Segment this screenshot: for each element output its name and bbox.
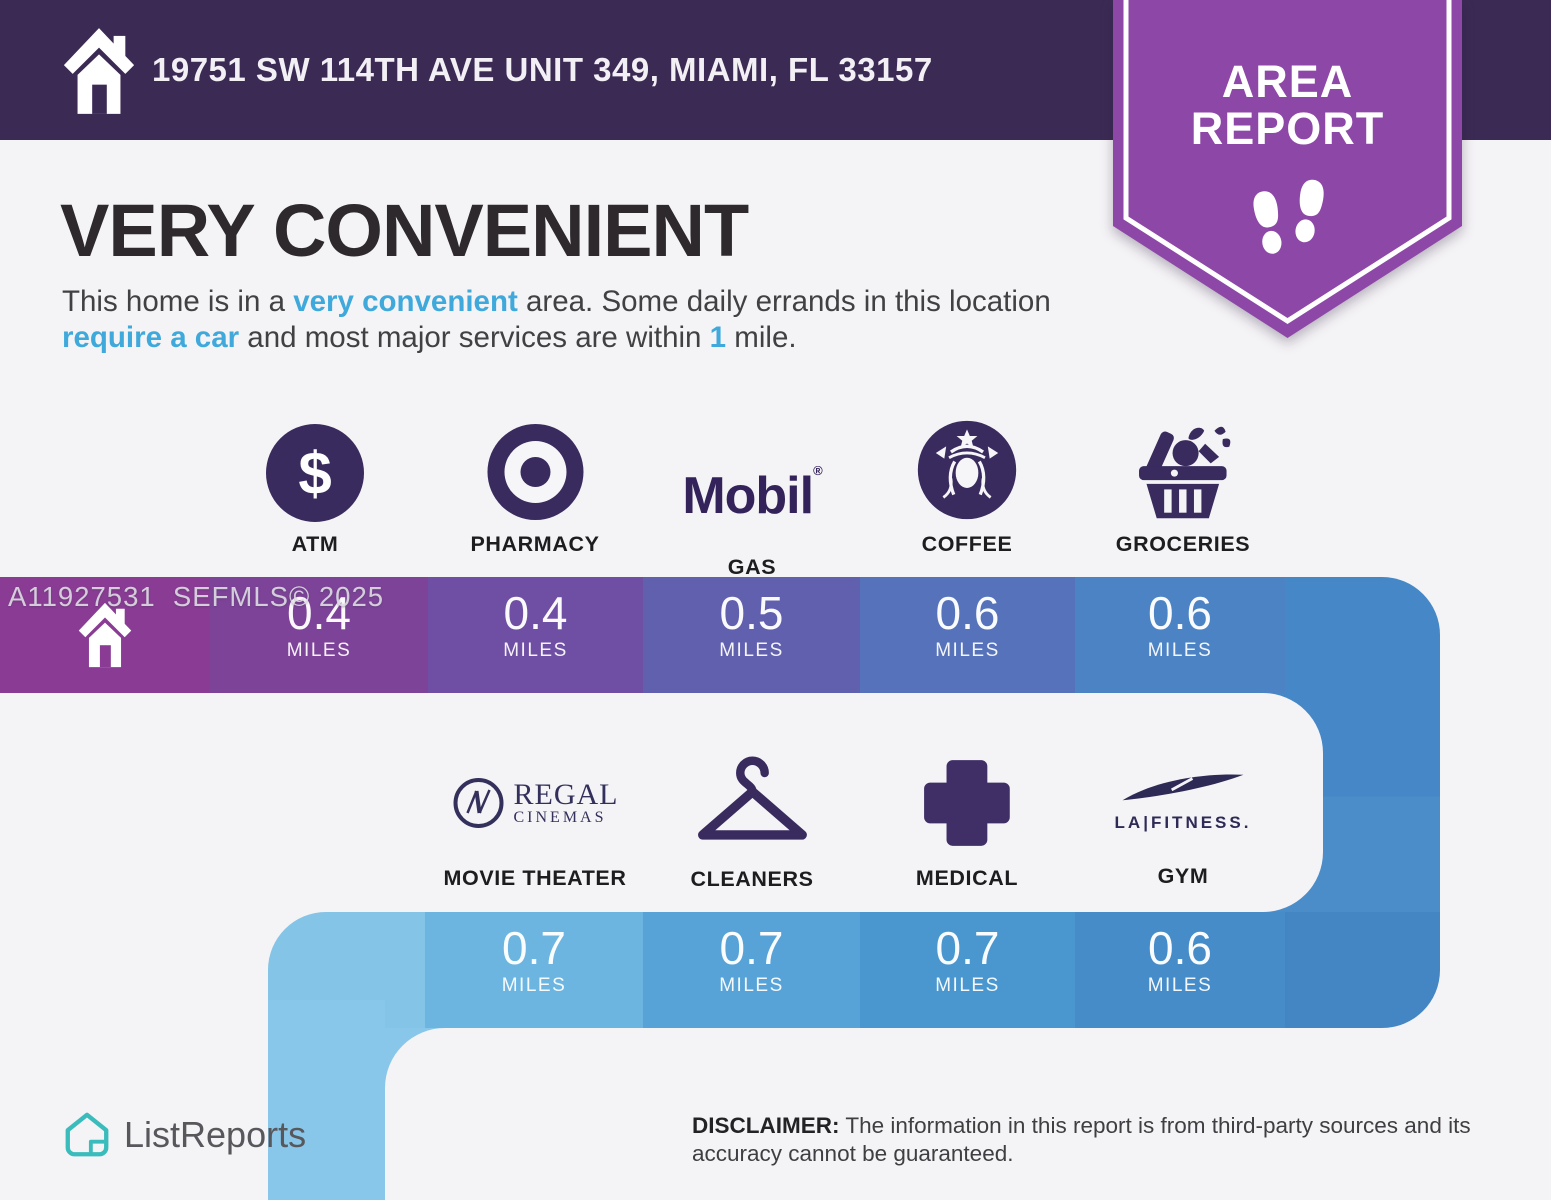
summary-text: This home is in a bbox=[62, 285, 294, 318]
mobil-logo: Mobil® bbox=[682, 463, 822, 525]
distance-unit: MILES bbox=[1147, 975, 1213, 996]
grocery-basket-icon bbox=[1139, 426, 1231, 519]
distance-value: 0.6 bbox=[935, 587, 1000, 639]
place-pharmacy: PHARMACY bbox=[470, 422, 599, 557]
distance-unit: MILES bbox=[501, 975, 567, 996]
footprints-icon bbox=[1230, 168, 1345, 288]
path-right-connector bbox=[1323, 693, 1440, 913]
place-atm: $ ATM bbox=[266, 424, 364, 557]
mls-watermark: A11927531 SEFMLS© 2025 bbox=[8, 581, 385, 612]
distance-band-row2: 0.7 MILES 0.7 MILES 0.7 MILES 0.6 MILES bbox=[268, 912, 1440, 1028]
distance-segment: 0.7 MILES bbox=[860, 912, 1075, 1028]
atm-dollar-icon: $ bbox=[266, 424, 364, 522]
place-label: GROCERIES bbox=[1115, 532, 1251, 556]
distance-unit: MILES bbox=[286, 640, 352, 661]
place-movie-theater: REGAL CINEMAS MOVIE THEATER bbox=[444, 768, 627, 891]
home-icon bbox=[60, 24, 138, 123]
place-label: GAS bbox=[727, 555, 777, 579]
place-label: ATM bbox=[291, 532, 339, 556]
distance-segment: 0.6 MILES bbox=[1075, 912, 1285, 1028]
distance-value: 0.7 bbox=[502, 922, 566, 974]
distance-unit: MILES bbox=[935, 640, 1000, 661]
property-address: 19751 SW 114TH AVE UNIT 349, MIAMI, FL 3… bbox=[152, 51, 933, 88]
summary-text: area. Some daily errands in this locatio… bbox=[517, 285, 1051, 318]
area-report-badge: AREA REPORT bbox=[1113, 0, 1462, 345]
distance-segment: 0.4 MILES bbox=[210, 577, 428, 693]
place-cleaners: CLEANERS bbox=[690, 755, 813, 892]
place-label: MEDICAL bbox=[915, 866, 1019, 890]
path-turn-segment bbox=[1285, 912, 1440, 1028]
place-groceries: GROCERIES bbox=[1116, 414, 1250, 557]
distance-segment: 0.5 MILES bbox=[643, 577, 860, 693]
path-left-descender bbox=[268, 1000, 385, 1200]
home-icon bbox=[78, 602, 132, 668]
la-fitness-wordmark: LA|FITNESS. bbox=[1114, 813, 1252, 832]
distance-segment: 0.6 MILES bbox=[860, 577, 1075, 693]
place-medical: MEDICAL bbox=[916, 752, 1018, 891]
highlight-very-convenient: very convenient bbox=[293, 285, 518, 318]
highlight-one-mile: 1 bbox=[709, 320, 727, 354]
path-inner-corner bbox=[1263, 693, 1323, 753]
path-inner-corner bbox=[1263, 852, 1323, 912]
distance-value: 0.4 bbox=[503, 587, 568, 639]
summary-text: and most major services are within bbox=[239, 320, 710, 354]
distance-value: 0.7 bbox=[935, 922, 1000, 974]
listreports-wordmark: ListReports bbox=[124, 1114, 307, 1155]
distance-value: 0.5 bbox=[719, 587, 784, 639]
hanger-icon bbox=[697, 756, 807, 840]
target-bullseye-icon bbox=[487, 424, 583, 520]
home-segment bbox=[0, 577, 210, 693]
summary-text: mile. bbox=[726, 320, 797, 354]
medical-cross-icon bbox=[924, 760, 1010, 846]
place-label: MOVIE THEATER bbox=[443, 866, 627, 890]
distance-unit: MILES bbox=[935, 975, 1000, 996]
dollar-symbol: $ bbox=[298, 439, 332, 507]
distance-value: 0.7 bbox=[719, 922, 784, 974]
place-label: CLEANERS bbox=[690, 867, 814, 891]
distance-segment: 0.7 MILES bbox=[425, 912, 643, 1028]
disclaimer: DISCLAIMER: The information in this repo… bbox=[692, 1112, 1492, 1168]
distance-segment: 0.6 MILES bbox=[1075, 577, 1285, 693]
listreports-logo-icon bbox=[65, 1112, 109, 1157]
badge-title: AREA REPORT bbox=[1190, 56, 1385, 154]
place-label: COFFEE bbox=[921, 532, 1013, 556]
distance-segment: 0.4 MILES bbox=[428, 577, 643, 693]
la-fitness-swoosh-icon bbox=[1122, 774, 1244, 801]
starbucks-siren-icon bbox=[917, 420, 1017, 520]
place-label: PHARMACY bbox=[470, 532, 600, 556]
distance-unit: MILES bbox=[719, 640, 784, 661]
distance-value: 0.4 bbox=[287, 587, 351, 639]
regal-cinemas-logo: REGAL CINEMAS bbox=[452, 768, 619, 838]
distance-value: 0.6 bbox=[1148, 587, 1212, 639]
cinemas-wordmark: CINEMAS bbox=[513, 809, 607, 826]
highlight-require-a-car: require a car bbox=[62, 320, 240, 354]
distance-value: 0.6 bbox=[1148, 922, 1212, 974]
distance-unit: MILES bbox=[1147, 640, 1213, 661]
listreports-brand: ListReports bbox=[62, 1110, 306, 1160]
regal-emblem-icon bbox=[453, 778, 504, 828]
distance-unit: MILES bbox=[719, 975, 784, 996]
place-label: GYM bbox=[1157, 864, 1209, 888]
la-fitness-logo: LA|FITNESS. bbox=[1113, 762, 1253, 842]
regal-wordmark: REGAL bbox=[513, 778, 619, 811]
place-gym: LA|FITNESS. GYM bbox=[1113, 762, 1253, 889]
distance-band-row1: 0.4 MILES 0.4 MILES 0.5 MILES 0.6 MILES … bbox=[0, 577, 1440, 693]
place-coffee: COFFEE bbox=[915, 418, 1019, 557]
disclaimer-label: DISCLAIMER: bbox=[692, 1113, 840, 1138]
disclaimer-text: The information in this report is from t… bbox=[692, 1113, 1471, 1166]
page-title: VERY CONVENIENT bbox=[60, 189, 749, 272]
summary-paragraph: This home is in a very convenient area. … bbox=[62, 284, 1062, 355]
place-gas: Mobil® GAS bbox=[682, 422, 822, 580]
distance-segment: 0.7 MILES bbox=[643, 912, 860, 1028]
path-turn-segment bbox=[1285, 577, 1440, 693]
path-inner-corner bbox=[385, 1028, 445, 1088]
distance-unit: MILES bbox=[503, 640, 568, 661]
